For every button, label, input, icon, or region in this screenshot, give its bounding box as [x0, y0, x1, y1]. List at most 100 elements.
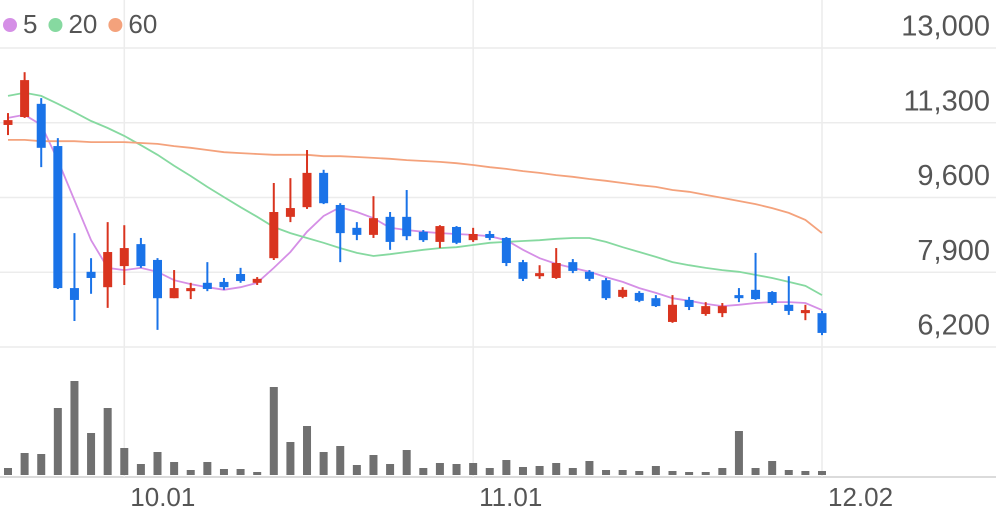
volume-bar [718, 468, 727, 475]
candle-body [817, 313, 827, 333]
candle-body [618, 289, 628, 297]
y-tick-label: 6,200 [917, 310, 990, 342]
volume-bar [136, 464, 145, 475]
volume-bar [103, 408, 112, 475]
candle-body [535, 273, 545, 277]
volume-bar [469, 463, 478, 475]
volume-bar [253, 472, 262, 475]
volume-bar [170, 462, 179, 475]
volume-bar [386, 464, 395, 475]
candle-body [734, 295, 744, 299]
candle-body [485, 233, 495, 238]
volume-bar [37, 454, 46, 475]
y-tick-label: 13,000 [901, 11, 990, 43]
ma-line [8, 139, 823, 234]
volume-bar [602, 470, 611, 475]
volume-bar [552, 463, 561, 475]
volume-bar [153, 452, 162, 475]
candle-body [202, 282, 212, 289]
candle-body [20, 80, 30, 118]
volume-bar [618, 470, 627, 475]
volume-bar [768, 461, 777, 475]
volume-bar [269, 387, 278, 475]
candle-body [800, 310, 810, 314]
candle-body [634, 292, 644, 301]
candle-body [551, 263, 561, 278]
volume-bar [4, 468, 12, 475]
candle-body [468, 233, 478, 241]
y-tick-label: 7,900 [917, 235, 990, 267]
candle-body [701, 306, 711, 315]
candle-body [53, 146, 63, 289]
candle-body [236, 274, 246, 282]
candle-body [252, 278, 262, 283]
x-tick-label: 10.01 [130, 482, 195, 512]
candle-body [784, 304, 794, 311]
volume-bar [236, 469, 245, 475]
candle-body [568, 262, 578, 271]
volume-bar [485, 468, 494, 475]
volume-bar [319, 452, 328, 475]
ma-line [7, 113, 823, 311]
volume-bar [70, 381, 79, 475]
volume-bar [535, 466, 544, 475]
volume-bar [502, 460, 511, 475]
x-tick-label: 12.02 [828, 482, 893, 512]
volume-bar [20, 453, 29, 475]
volume-bar [186, 470, 195, 475]
candle-body [518, 262, 528, 279]
volume-bar [818, 471, 826, 475]
volume-bar [568, 468, 577, 475]
candle-body [302, 172, 312, 208]
y-tick-label: 9,600 [917, 160, 990, 192]
candle-body [119, 248, 129, 267]
volume-bar [53, 408, 62, 475]
candle-body [186, 288, 196, 292]
candle-body [684, 299, 694, 307]
candle-body [219, 281, 229, 288]
volume-bar [801, 471, 810, 475]
volume-bar [286, 442, 295, 475]
candle-body [751, 289, 761, 300]
volume-bar [701, 472, 710, 475]
candle-body [103, 252, 113, 288]
candle-body [584, 271, 594, 279]
volume-bar [668, 471, 677, 475]
volume-bar [635, 471, 644, 475]
candle-body [69, 288, 79, 300]
volume-bar [585, 461, 594, 475]
legend-marker [3, 18, 17, 32]
volume-bar [452, 464, 461, 475]
legend-marker [48, 18, 63, 32]
volume-bar [685, 472, 694, 475]
ma-line [7, 91, 823, 296]
volume-bar [518, 467, 527, 475]
candle-body [368, 218, 378, 235]
volume-bar [402, 450, 411, 475]
y-tick-label: 11,300 [903, 85, 990, 117]
candle-body [385, 216, 395, 242]
candle-body [136, 244, 146, 267]
legend-label: 60 [128, 9, 157, 39]
volume-bar [87, 433, 96, 475]
volume-bar [435, 463, 444, 475]
volume-bar [734, 431, 743, 475]
candle-body [651, 298, 661, 307]
volume-bar [336, 446, 345, 475]
legend-label: 5 [23, 9, 37, 39]
volume-bar [203, 462, 212, 475]
candle-body [667, 304, 677, 322]
candle-body [153, 259, 163, 299]
volume-bar [751, 468, 760, 475]
candle-body [3, 120, 13, 125]
volume-bar [369, 455, 378, 475]
candle-body [352, 227, 362, 235]
candle-body [452, 226, 462, 243]
legend-label: 20 [68, 9, 97, 39]
candle-body [285, 208, 295, 217]
candle-body [767, 292, 777, 304]
candle-body [402, 216, 412, 237]
candle-body [269, 212, 279, 259]
candle-body [501, 237, 511, 264]
candle-body [36, 103, 46, 148]
